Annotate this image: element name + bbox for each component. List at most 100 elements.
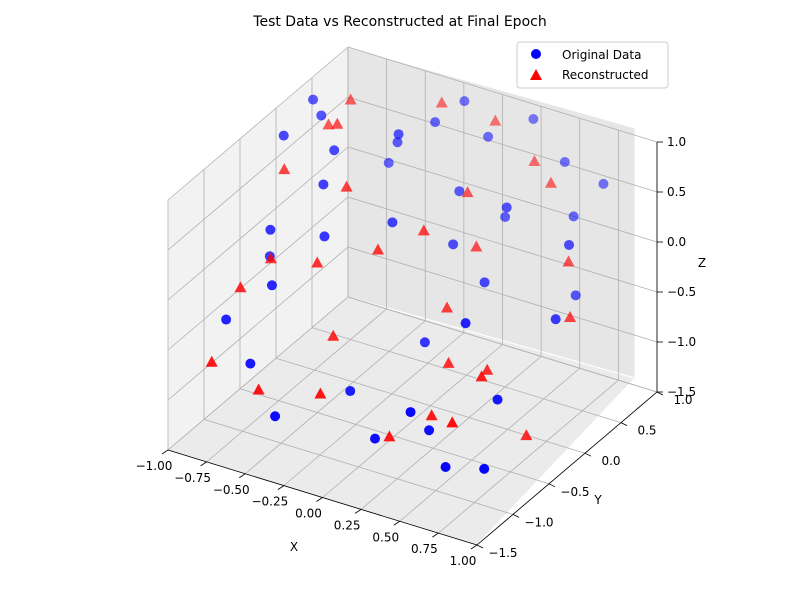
x-tick-mark bbox=[393, 520, 400, 526]
legend-label-reconstructed: Reconstructed bbox=[562, 68, 649, 82]
y-axis-line bbox=[476, 391, 658, 546]
grid-line-z-right bbox=[347, 196, 658, 293]
original-data-point bbox=[393, 129, 404, 140]
reconstructed-point bbox=[446, 416, 459, 428]
y-tick-label: 1.0 bbox=[673, 393, 692, 407]
legend-marker-original bbox=[531, 49, 541, 59]
reconstructed-point bbox=[322, 118, 335, 130]
x-tick-label: −0.50 bbox=[213, 483, 250, 497]
grid-line-z-left bbox=[167, 146, 349, 301]
data-points bbox=[205, 93, 609, 474]
reconstructed-point bbox=[442, 356, 455, 368]
reconstructed-point bbox=[340, 180, 353, 192]
chart-title: Test Data vs Reconstructed at Final Epoc… bbox=[252, 14, 546, 30]
grid-line-x-floor bbox=[399, 367, 581, 522]
y-tick-label: −1.0 bbox=[524, 515, 553, 529]
original-data-point bbox=[245, 358, 256, 369]
original-data-point bbox=[221, 314, 232, 325]
z-tick-label: −0.5 bbox=[667, 285, 696, 299]
original-data-point bbox=[392, 137, 403, 148]
y-tick-label: 0.0 bbox=[601, 454, 620, 468]
z-tick-label: 0.0 bbox=[667, 235, 686, 249]
original-data-point bbox=[454, 186, 465, 197]
x-tick-label: 0.50 bbox=[372, 530, 399, 544]
grid-line-z-left bbox=[167, 46, 349, 201]
x-tick-mark bbox=[316, 497, 323, 502]
original-data-point bbox=[370, 433, 380, 444]
original-data-point bbox=[308, 94, 319, 105]
grid-line-z-left bbox=[167, 96, 349, 251]
original-data-point bbox=[383, 157, 394, 168]
y-tick-mark bbox=[620, 422, 628, 426]
gridlines bbox=[167, 46, 658, 546]
grid-line-z-right bbox=[347, 296, 658, 393]
grid-line-x-floor bbox=[283, 332, 465, 486]
original-data-point bbox=[345, 386, 356, 397]
y-tick-label: −0.5 bbox=[560, 485, 589, 499]
z-tick-label: −1.5 bbox=[667, 385, 696, 399]
grid-line-x-floor bbox=[322, 344, 503, 498]
reconstructed-point bbox=[234, 281, 247, 293]
reconstructed-point bbox=[264, 252, 277, 264]
reconstructed-point bbox=[520, 429, 533, 441]
grid-line-x-floor bbox=[438, 379, 619, 534]
reconstructed-point bbox=[562, 255, 575, 267]
x-tick-label: −0.25 bbox=[251, 495, 288, 509]
grid-line-z-right bbox=[347, 246, 658, 343]
y-axis-label: Y bbox=[593, 493, 602, 507]
reconstructed-point bbox=[344, 93, 357, 105]
y-tick-label: −1.5 bbox=[488, 546, 517, 560]
original-data-point bbox=[492, 394, 503, 405]
y-tick-mark bbox=[656, 391, 664, 396]
x-tick-label: 0.25 bbox=[334, 518, 361, 532]
grid-line-z-left bbox=[167, 246, 349, 401]
original-data-point bbox=[460, 318, 471, 329]
reconstructed-point bbox=[544, 176, 557, 188]
original-data-point bbox=[387, 217, 398, 228]
original-data-point bbox=[424, 425, 435, 436]
x-tick-mark bbox=[161, 449, 169, 455]
original-data-point bbox=[266, 280, 277, 291]
reconstructed-point bbox=[331, 117, 344, 129]
grid-line-z-right bbox=[347, 96, 658, 193]
original-data-point bbox=[479, 463, 490, 474]
x-tick-mark bbox=[354, 509, 362, 514]
original-data-point bbox=[316, 110, 327, 121]
reconstructed-point bbox=[314, 387, 327, 399]
grid-line-z-left bbox=[167, 196, 349, 351]
reconstructed-point bbox=[327, 329, 340, 341]
x-tick-mark bbox=[239, 473, 246, 479]
reconstructed-point bbox=[252, 383, 265, 395]
reconstructed-point bbox=[425, 409, 438, 421]
grid-line-z-right bbox=[347, 46, 658, 143]
original-data-point bbox=[430, 117, 441, 128]
reconstructed-point bbox=[489, 114, 502, 126]
original-data-point bbox=[483, 131, 494, 142]
original-data-point bbox=[500, 211, 511, 222]
x-axis-label: X bbox=[290, 540, 298, 554]
z-tick-label: −1.0 bbox=[667, 335, 696, 349]
reconstructed-point bbox=[383, 430, 396, 442]
original-data-point bbox=[405, 407, 416, 418]
x-tick-label: 1.00 bbox=[450, 554, 477, 568]
x-tick-label: 0.00 bbox=[295, 507, 322, 521]
reconstructed-point bbox=[481, 363, 494, 375]
z-axis-label: Z bbox=[698, 256, 706, 270]
x-tick-label: 0.75 bbox=[411, 542, 438, 556]
reconstructed-point bbox=[372, 243, 384, 255]
legend-frame bbox=[516, 41, 669, 89]
reconstructed-point bbox=[528, 154, 541, 166]
grid-line-z-left bbox=[167, 296, 349, 451]
grid-line-x-floor bbox=[244, 320, 426, 475]
reconstructed-point bbox=[441, 301, 453, 313]
tick-labels: −1.00−0.75−0.50−0.250.000.250.500.751.00… bbox=[136, 135, 697, 568]
original-data-point bbox=[318, 179, 329, 190]
original-data-point bbox=[570, 290, 581, 301]
x-tick-mark bbox=[432, 532, 439, 538]
reconstructed-point bbox=[205, 355, 218, 367]
grid-line-z-right bbox=[347, 146, 658, 243]
x-tick-label: −0.75 bbox=[174, 471, 211, 485]
legend: Original Data Reconstructed bbox=[516, 41, 669, 89]
x-tick-mark bbox=[470, 544, 478, 550]
